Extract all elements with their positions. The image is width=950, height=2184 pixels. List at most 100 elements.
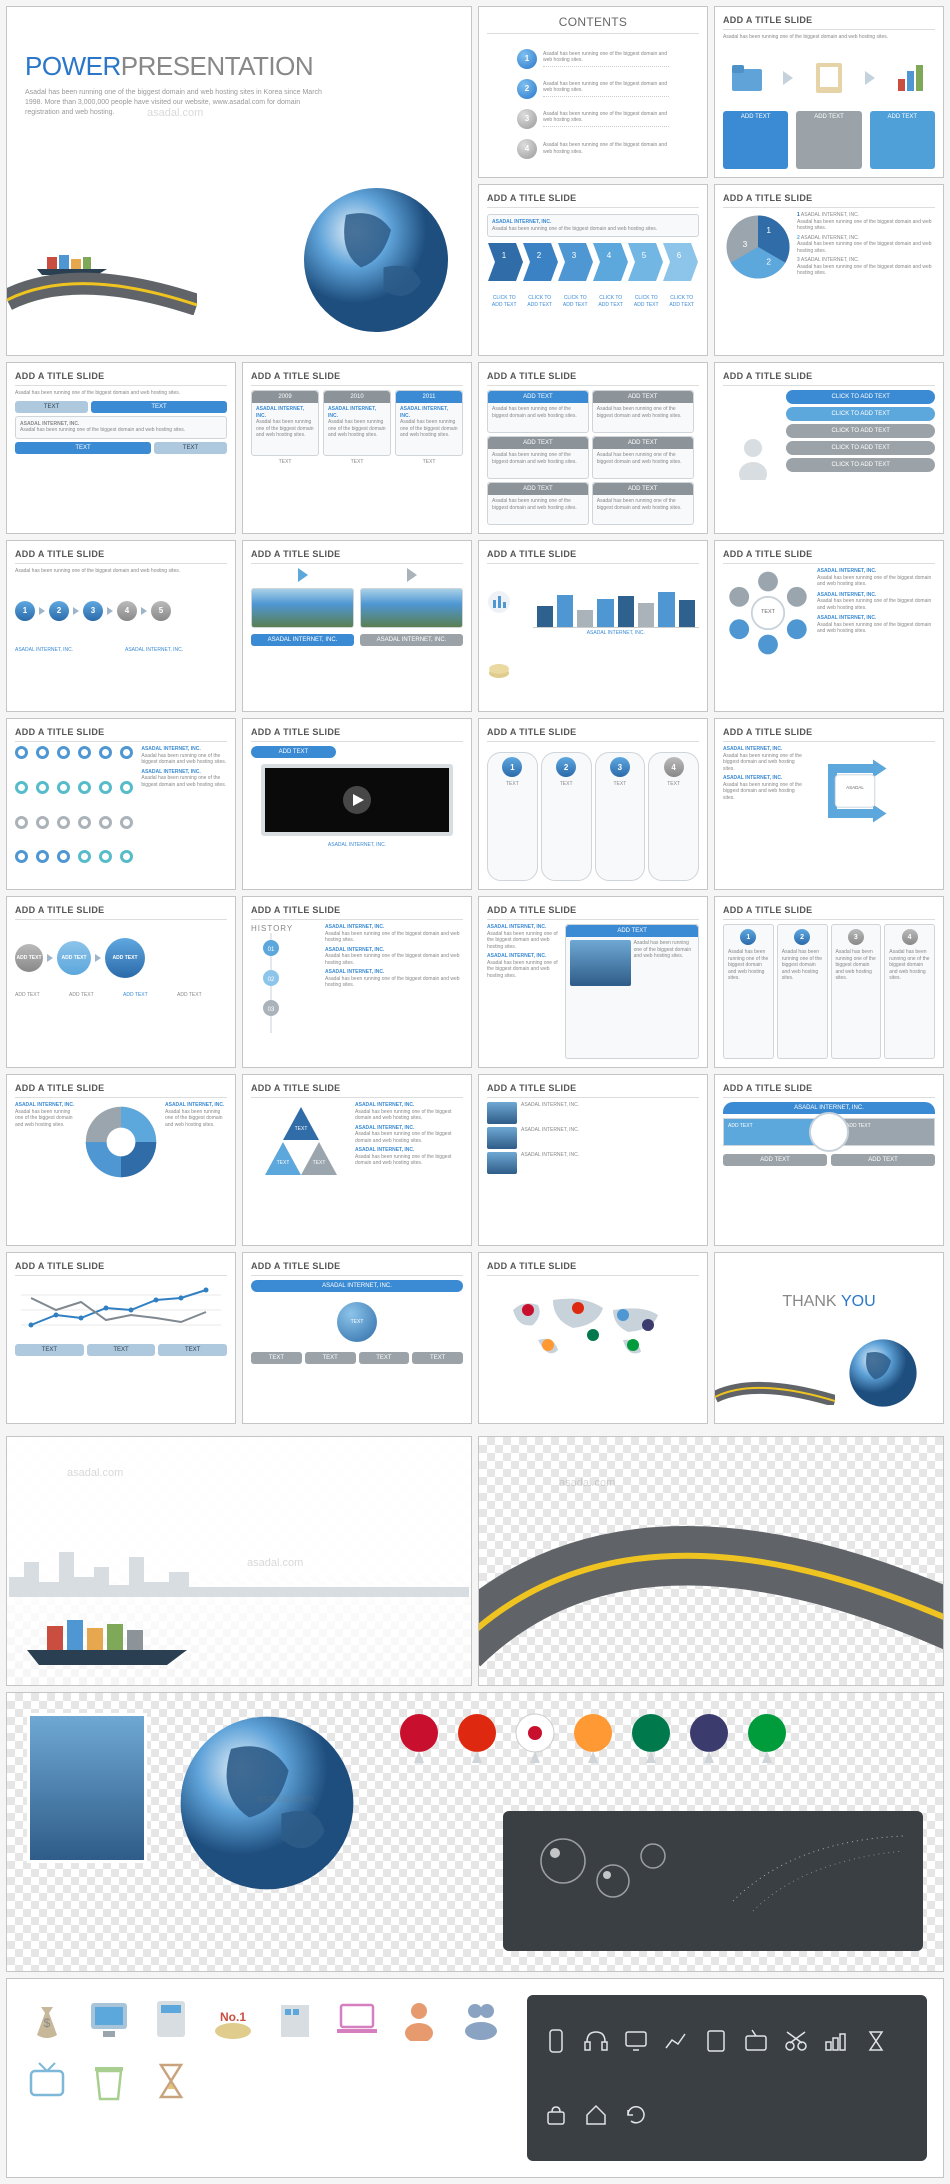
flag-br <box>745 1713 789 1769</box>
thankyou-title: THANK YOU <box>727 1293 931 1311</box>
slide-world-map: ADD A TITLE SLIDE <box>478 1252 708 1424</box>
svg-text:2: 2 <box>537 251 542 260</box>
svg-text:4: 4 <box>607 251 612 260</box>
laptop-icon <box>335 1997 379 2041</box>
slide-donut-quad: ADD A TITLE SLIDE ASADAL INTERNET, INC.A… <box>6 1074 236 1246</box>
svg-text:5: 5 <box>642 251 647 260</box>
pyramid-chart: TEXT TEXT TEXT <box>251 1102 351 1192</box>
slide-6-boxes: ADD A TITLE SLIDE ADD TEXTAsadal has bee… <box>478 362 708 534</box>
cycle-diagram: ASADAL <box>810 746 900 836</box>
slide-line-chart: ADD A TITLE SLIDE TEXT TEXT TEXT <box>6 1252 236 1424</box>
svg-text:ASADAL: ASADAL <box>846 785 864 790</box>
hourglass-line-icon <box>863 2028 889 2054</box>
slide-list-photos: ADD A TITLE SLIDE ASADAL INTERNET, INC. … <box>478 1074 708 1246</box>
slide-grid: POWERPRESENTATION Asadal has been runnin… <box>0 0 950 1430</box>
chart3d-icon <box>894 61 928 95</box>
svg-text:2: 2 <box>766 257 771 267</box>
slide-circles-flow: ADD A TITLE SLIDE ADD TEXT ADD TEXT ADD … <box>6 896 236 1068</box>
slide-year-tabs: ADD A TITLE SLIDE 2009ASADAL INTERNET, I… <box>242 362 472 534</box>
slide-history: ADD A TITLE SLIDE HISTORY 010203 ASADAL … <box>242 896 472 1068</box>
flag-pins <box>397 1713 789 1769</box>
svg-text:03: 03 <box>268 1007 275 1013</box>
ship-large <box>27 1610 187 1665</box>
flag-za <box>629 1713 673 1769</box>
bar-chart <box>533 568 699 628</box>
user-icon <box>397 1997 441 2041</box>
road-small <box>715 1375 835 1405</box>
road-curve <box>7 260 197 315</box>
slide-bar-chart: ADD A TITLE SLIDE ASADAL INTERNET, INC. <box>478 540 708 712</box>
svg-text:3: 3 <box>572 251 577 260</box>
slide-pyramid: ADD A TITLE SLIDE TEXT TEXT TEXT ASADAL … <box>242 1074 472 1246</box>
cut-line-icon <box>783 2028 809 2054</box>
line-chart <box>15 1280 227 1340</box>
growth-line-icon <box>823 2028 849 2054</box>
avatar-icon <box>737 436 769 480</box>
asset-city-ship: asadal.com asadal.com <box>6 1436 472 1686</box>
doc-line-icon <box>703 2028 729 2054</box>
slide-2-photos: ADD A TITLE SLIDE ASADAL INTERNET, INC. … <box>242 540 472 712</box>
slide-donuts: ADD A TITLE SLIDE ASADAL INTERNET, INC.A… <box>6 718 236 890</box>
flag-kr <box>513 1713 557 1769</box>
building-photo <box>570 940 630 986</box>
cover-title: POWERPRESENTATION <box>25 51 453 82</box>
slide-5-steps: ADD A TITLE SLIDE Asadal has been runnin… <box>6 540 236 712</box>
flag-cn <box>455 1713 499 1769</box>
svg-text:3: 3 <box>743 239 748 249</box>
building-photo-large <box>27 1713 147 1863</box>
slide-chevron-6: ADD A TITLE SLIDE ASADAL INTERNET, INC.A… <box>478 184 708 356</box>
pie-chart: 1 2 3 <box>723 212 793 282</box>
video-player <box>261 764 453 836</box>
trash-icon <box>87 2059 131 2103</box>
slide-hub-icons: ADD A TITLE SLIDE TEXT ASADAL INTERNET, … <box>714 540 944 712</box>
svg-text:TEXT: TEXT <box>277 1160 290 1166</box>
svg-text:$: $ <box>44 2016 51 2030</box>
slide-callout: ADD A TITLE SLIDE ASADAL INTERNET, INC. … <box>714 1074 944 1246</box>
line-icons-panel <box>527 1995 927 2161</box>
bag-line-icon <box>543 2102 569 2128</box>
hub-diagram: TEXT <box>723 568 813 658</box>
donut-quad-chart <box>81 1102 161 1182</box>
slide-4-columns: ADD A TITLE SLIDE 1Asadal has been runni… <box>714 896 944 1068</box>
road-asset <box>479 1437 943 1685</box>
flag-uk <box>397 1713 441 1769</box>
users-icon <box>459 1997 503 2041</box>
contents-item-1: 1Asadal has been running one of the bigg… <box>517 49 669 69</box>
slide-buttons: ADD A TITLE SLIDE CLICK TO ADD TEXT CLIC… <box>714 362 944 534</box>
photo-placeholder <box>360 588 463 628</box>
slide-pie: ADD A TITLE SLIDE 123 1 ASADAL INTERNET,… <box>714 184 944 356</box>
headset-line-icon <box>583 2028 609 2054</box>
slide-icons-row: ADD A TITLE SLIDE Asadal has been runnin… <box>714 6 944 178</box>
timeline: 01 02 03 <box>251 933 321 1033</box>
refresh-line-icon <box>623 2102 649 2128</box>
asset-road: asadal.com <box>478 1436 944 1686</box>
phone-line-icon <box>543 2028 569 2054</box>
photo-placeholder <box>251 588 354 628</box>
svg-text:TEXT: TEXT <box>761 609 775 615</box>
globe-small <box>833 1333 933 1413</box>
globe-icon <box>301 185 451 335</box>
cover-slide: POWERPRESENTATION Asadal has been runnin… <box>6 6 472 356</box>
office-icon <box>273 1997 317 2041</box>
skyline <box>7 1537 471 1597</box>
chevron-steps: 1 2 3 4 5 6 <box>487 243 699 281</box>
bubble-panel <box>503 1811 923 1951</box>
svg-text:1: 1 <box>502 251 507 260</box>
svg-text:TEXT: TEXT <box>313 1160 326 1166</box>
svg-text:1: 1 <box>766 225 771 235</box>
no1-icon: No.1 <box>211 1997 255 2041</box>
svg-text:01: 01 <box>268 947 275 953</box>
slide-building-box: ADD A TITLE SLIDE ASADAL INTERNET, INC.A… <box>478 896 708 1068</box>
tv-icon <box>25 2059 69 2103</box>
slide-cycle: ADD A TITLE SLIDE ASADAL INTERNET, INC.A… <box>714 718 944 890</box>
svg-text:02: 02 <box>268 977 275 983</box>
asset-panels: asadal.com asadal.com asadal.com <box>0 1430 950 2184</box>
home-line-icon <box>583 2102 609 2128</box>
folder-icon <box>730 61 764 95</box>
svg-text:No.1: No.1 <box>220 2010 246 2024</box>
monitor-icon <box>87 1997 131 2041</box>
chart-line-icon <box>663 2028 689 2054</box>
moneybag-icon: $ <box>25 1997 69 2041</box>
slide-4-steps-rounded: ADD A TITLE SLIDE 1TEXT 2TEXT 3TEXT 4TEX… <box>478 718 708 890</box>
asset-icons-colored: $ No.1 <box>6 1978 944 2178</box>
